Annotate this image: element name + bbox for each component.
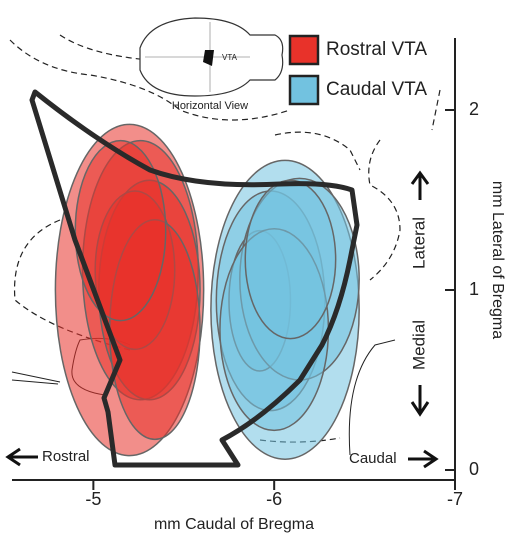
inset-label: VTA	[222, 53, 238, 62]
contour	[349, 340, 395, 455]
y-axis-label: mm Lateral of Bregma	[489, 181, 506, 339]
x-axis-label: mm Caudal of Bregma	[154, 516, 314, 533]
inset-caption: Horizontal View	[172, 100, 248, 112]
x-tick-label: -6	[266, 489, 282, 509]
x-tick-label: -5	[85, 489, 101, 509]
injection-site	[75, 141, 165, 321]
arrow	[412, 385, 428, 414]
contour	[369, 140, 400, 280]
contour	[12, 372, 60, 384]
plot-area	[55, 124, 359, 459]
arrow	[412, 173, 428, 200]
y-tick-label: 0	[469, 459, 479, 479]
lateral-label: Lateral	[409, 217, 428, 269]
legend-swatch	[290, 76, 318, 104]
medial-label: Medial	[409, 320, 428, 370]
x-tick-label: -7	[447, 489, 463, 509]
arrow	[408, 451, 436, 467]
y-tick-label: 2	[469, 99, 479, 119]
legend-swatch	[290, 36, 318, 64]
legend-label: Rostral VTA	[326, 39, 427, 60]
chart: VTA Horizontal View Lateral Medial Rostr…	[0, 0, 509, 536]
contour	[432, 90, 440, 130]
caudal-label: Caudal	[349, 450, 397, 467]
arrow	[8, 449, 38, 465]
injection-site	[245, 180, 335, 338]
rostral-label: Rostral	[42, 448, 90, 465]
y-tick-label: 1	[469, 279, 479, 299]
legend-label: Caudal VTA	[326, 79, 427, 100]
contour	[60, 35, 150, 60]
